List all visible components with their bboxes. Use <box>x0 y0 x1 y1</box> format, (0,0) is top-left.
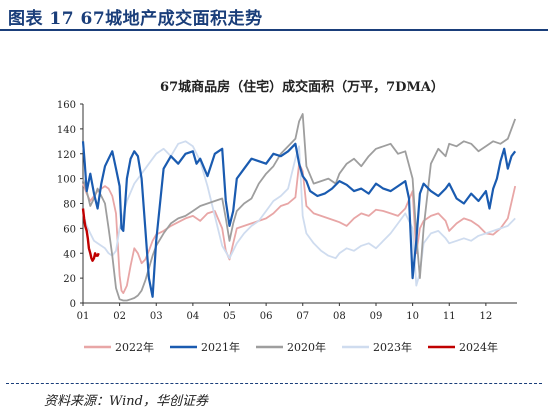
legend-label-4: 2024年 <box>459 340 498 354</box>
x-tick-label: 07 <box>296 311 309 322</box>
legend-label-0: 2022年 <box>115 340 154 354</box>
x-tick-label: 03 <box>150 311 163 322</box>
series-line-0 <box>82 162 517 294</box>
chart-title: 67城商品房（住宅）成交面积（万平，7DMA） <box>160 80 444 95</box>
figure-title-rule <box>0 29 548 31</box>
y-tick-label: 100 <box>57 175 76 186</box>
chart-axes: 0 20 40 60 80 100 120 140 160 01 02 03 04 05 06 07 08 09 1… <box>57 100 517 322</box>
chart-series-lines <box>81 113 517 302</box>
series-line-2 <box>82 113 517 302</box>
y-tick-label: 140 <box>57 125 76 136</box>
x-tick-label: 12 <box>480 311 493 322</box>
chart-legend: 2022年 2021年 2020年 2023年 2024年 <box>84 340 498 354</box>
x-tick-label: 02 <box>113 311 126 322</box>
legend-label-3: 2023年 <box>373 340 412 354</box>
y-tick-label: 120 <box>57 150 76 161</box>
y-tick-label: 40 <box>63 249 76 260</box>
legend-label-2: 2020年 <box>287 340 326 354</box>
x-tick-label: 04 <box>187 311 200 322</box>
source-note: 资料来源：Wind，华创证券 <box>44 394 208 409</box>
y-tick-label: 80 <box>63 200 76 211</box>
y-tick-label: 160 <box>57 100 76 111</box>
source-divider <box>6 383 542 384</box>
x-tick-label: 11 <box>443 311 456 322</box>
y-tick-label: 0 <box>70 299 76 310</box>
series-line-3 <box>82 140 516 287</box>
figure-title: 图表 17 67城地产成交面积走势 <box>8 9 263 29</box>
x-tick-label: 01 <box>77 311 90 322</box>
x-tick-label: 08 <box>333 311 346 322</box>
figure-header: 图表 17 67城地产成交面积走势 <box>0 0 548 31</box>
x-tick-label: 10 <box>406 311 419 322</box>
series-line-1 <box>81 141 517 298</box>
x-tick-label: 06 <box>260 311 273 322</box>
legend-label-1: 2021年 <box>201 340 240 354</box>
x-tick-label: 09 <box>370 311 383 322</box>
y-tick-label: 60 <box>63 224 76 235</box>
series-line-4 <box>81 208 100 262</box>
x-tick-label: 05 <box>223 311 236 322</box>
y-tick-label: 20 <box>63 274 76 285</box>
